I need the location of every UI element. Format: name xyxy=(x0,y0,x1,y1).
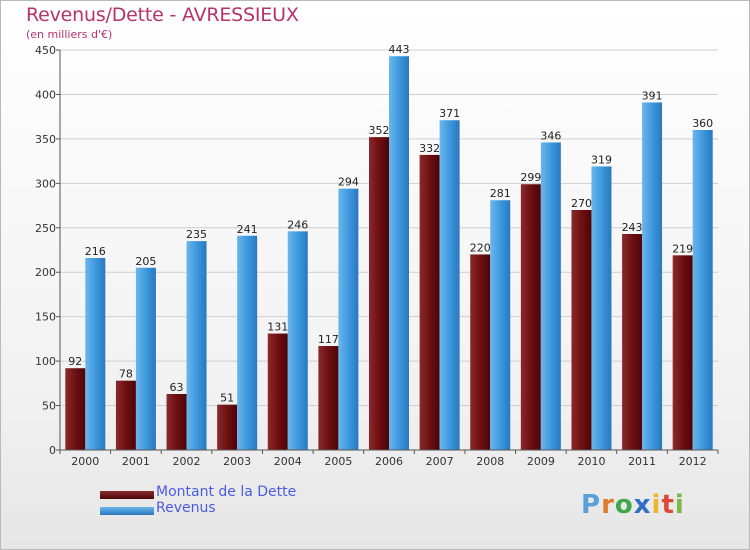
legend-swatch-dette xyxy=(100,491,154,499)
data-label-dette: 92 xyxy=(68,355,82,368)
y-tick-label: 150 xyxy=(35,311,56,324)
bar-revenus xyxy=(439,120,460,450)
bar-revenus xyxy=(540,142,561,450)
legend-label-dette: Montant de la Dette xyxy=(156,484,297,500)
data-label-dette: 332 xyxy=(419,142,440,155)
x-tick-label: 2010 xyxy=(577,455,605,468)
data-label-dette: 219 xyxy=(672,242,693,255)
data-label-revenus: 205 xyxy=(135,255,156,268)
data-label-dette: 352 xyxy=(369,124,390,137)
y-tick-label: 200 xyxy=(35,266,56,279)
y-tick-label: 0 xyxy=(49,444,56,457)
bar-dette xyxy=(115,380,136,450)
chart-subtitle: (en milliers d'€) xyxy=(26,28,113,41)
bar-dette xyxy=(65,368,86,450)
bar-dette xyxy=(571,210,592,450)
bar-revenus xyxy=(186,241,207,450)
bar-dette xyxy=(672,255,693,450)
data-label-revenus: 281 xyxy=(490,187,511,200)
bar-dette xyxy=(267,333,288,450)
data-label-dette: 78 xyxy=(119,368,133,381)
data-label-revenus: 294 xyxy=(338,176,359,189)
x-tick-label: 2001 xyxy=(122,455,150,468)
data-label-revenus: 235 xyxy=(186,228,207,241)
data-label-revenus: 216 xyxy=(85,245,106,258)
y-tick-label: 300 xyxy=(35,177,56,190)
x-tick-label: 2006 xyxy=(375,455,403,468)
bar-revenus xyxy=(389,56,409,450)
x-tick-label: 2005 xyxy=(324,455,352,468)
x-tick-label: 2003 xyxy=(223,455,251,468)
bar-dette xyxy=(419,154,440,450)
data-label-dette: 299 xyxy=(520,171,541,184)
bar-dette xyxy=(318,346,339,450)
data-label-dette: 243 xyxy=(622,221,643,234)
bar-revenus xyxy=(85,258,106,450)
y-tick-label: 250 xyxy=(35,222,56,235)
bar-dette xyxy=(520,184,541,450)
bar-dette xyxy=(166,394,187,450)
bar-revenus xyxy=(591,166,612,450)
data-label-dette: 131 xyxy=(267,321,288,334)
bar-revenus xyxy=(237,235,258,450)
bar-dette xyxy=(622,234,643,450)
x-tick-label: 2012 xyxy=(679,455,707,468)
y-tick-label: 400 xyxy=(35,88,56,101)
legend-swatch-revenus xyxy=(100,507,154,515)
y-tick-label: 350 xyxy=(35,133,56,146)
data-label-revenus: 360 xyxy=(692,117,713,130)
bar-dette xyxy=(470,254,491,450)
data-label-revenus: 346 xyxy=(540,129,561,142)
data-label-dette: 270 xyxy=(571,197,592,210)
x-tick-label: 2009 xyxy=(527,455,555,468)
y-tick-label: 100 xyxy=(35,355,56,368)
x-tick-label: 2008 xyxy=(476,455,504,468)
bar-revenus xyxy=(692,130,713,450)
x-tick-label: 2002 xyxy=(173,455,201,468)
data-label-revenus: 241 xyxy=(237,223,258,236)
proxiti-logo: Proxiti xyxy=(581,490,685,520)
x-tick-label: 2011 xyxy=(628,455,656,468)
legend-label-revenus: Revenus xyxy=(156,500,216,516)
data-label-revenus: 391 xyxy=(642,89,663,102)
bar-dette xyxy=(217,404,238,450)
bar-revenus xyxy=(490,200,511,450)
data-label-dette: 51 xyxy=(220,392,234,405)
y-tick-label: 50 xyxy=(42,400,56,413)
y-tick-label: 450 xyxy=(35,44,56,57)
data-label-revenus: 246 xyxy=(287,218,308,231)
chart-title: Revenus/Dette - AVRESSIEUX xyxy=(26,4,299,26)
bar-revenus xyxy=(338,188,359,450)
data-label-revenus: 371 xyxy=(439,107,460,120)
data-label-revenus: 443 xyxy=(389,43,410,56)
data-label-dette: 63 xyxy=(170,381,184,394)
x-tick-label: 2007 xyxy=(426,455,454,468)
x-tick-label: 2000 xyxy=(71,455,99,468)
x-tick-label: 2004 xyxy=(274,455,302,468)
bar-dette xyxy=(369,137,389,450)
bar-revenus xyxy=(287,231,308,450)
bar-revenus xyxy=(642,102,663,450)
data-label-dette: 220 xyxy=(470,241,491,254)
bar-revenus xyxy=(135,267,156,450)
data-label-dette: 117 xyxy=(318,333,339,346)
data-label-revenus: 319 xyxy=(591,153,612,166)
